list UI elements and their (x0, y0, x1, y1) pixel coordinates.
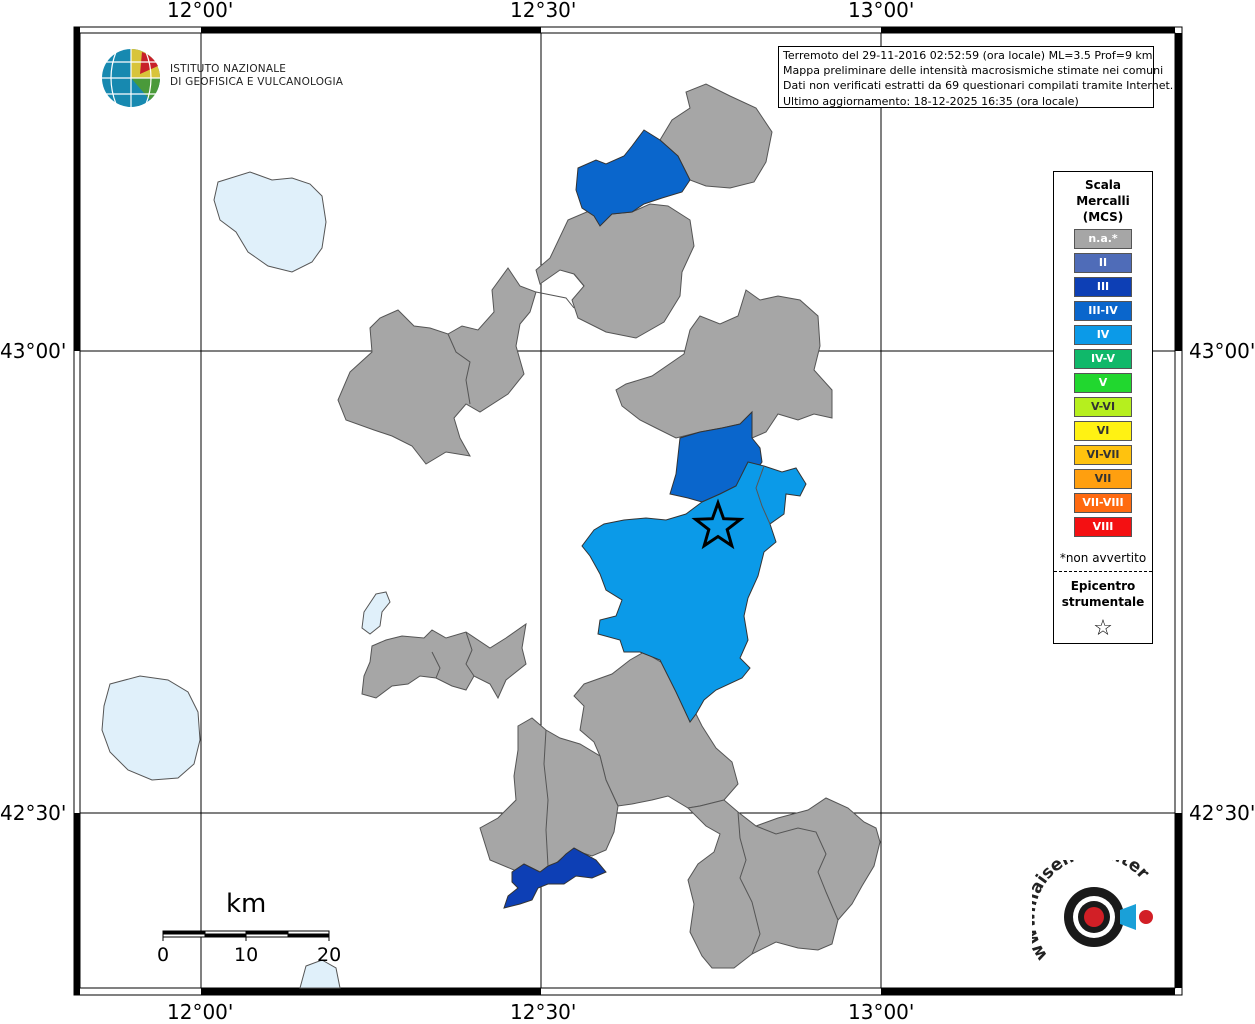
lon-label-bottom-3: 13°00' (848, 1000, 915, 1024)
legend-title: Scala Mercalli (MCS) (1054, 177, 1152, 225)
legend-epicenter-line-2: strumentale (1061, 595, 1145, 609)
ingv-logo-text: ISTITUTO NAZIONALE DI GEOFISICA E VULCAN… (170, 63, 343, 89)
lon-label-bottom-1: 12°00' (167, 1000, 234, 1024)
comune-intensity-iv (581, 461, 807, 723)
event-info-box: Terremoto del 29-11-2016 02:52:59 (ora l… (778, 46, 1174, 108)
legend-epicenter-line-1: Epicentro (1070, 579, 1136, 593)
ingv-logo-icon (102, 49, 161, 107)
legend-item: III (1074, 277, 1132, 297)
comune-na-southwest (361, 622, 527, 700)
lakes (101, 171, 391, 989)
lat-label-right-2: 42°30' (1189, 801, 1255, 825)
legend-divider (1054, 571, 1152, 572)
frame-ticks (74, 27, 1182, 995)
legend-item: VII (1074, 469, 1132, 489)
lake-trasimeno (213, 171, 327, 273)
legend-item: IV-V (1074, 349, 1132, 369)
scale-bar (162, 930, 330, 941)
lon-label-top-1: 12°00' (167, 0, 234, 22)
lake-bolsena (101, 675, 201, 781)
lon-label-bottom-2: 12°30' (510, 1000, 577, 1024)
ingv-line-1: ISTITUTO NAZIONALE (170, 63, 287, 75)
lon-label-top-3: 13°00' (848, 0, 915, 22)
legend-title-line-1: Scala (1084, 178, 1122, 192)
comune-na-north (659, 83, 773, 189)
info-line-event: Terremoto del 29-11-2016 02:52:59 (ora l… (783, 49, 1153, 62)
lon-label-top-2: 12°30' (510, 0, 577, 22)
legend-item: V (1074, 373, 1132, 393)
legend-item: II (1074, 253, 1132, 273)
legend-item: V-VI (1074, 397, 1132, 417)
legend-item: n.a.* (1074, 229, 1132, 249)
legend-title-line-3: (MCS) (1082, 210, 1124, 224)
legend-title-line-2: Mercalli (1076, 194, 1130, 208)
info-line-updated: Ultimo aggiornamento: 18-12-2025 16:35 (… (783, 94, 1079, 108)
municipalities-intensity (503, 129, 807, 909)
legend-item: VII-VIII (1074, 493, 1132, 513)
scale-tick-20: 20 (317, 944, 342, 966)
legend-note: *non avvertito (1059, 551, 1147, 565)
epicenter-star-icon (691, 498, 745, 550)
legend-item: III-IV (1074, 301, 1132, 321)
info-line-data: Dati non verificati estratti da 69 quest… (783, 79, 1174, 93)
legend-item: VI-VII (1074, 445, 1132, 465)
inner-boundaries (431, 273, 839, 955)
legend-epicenter-label: Epicentro strumentale (1054, 578, 1152, 610)
info-line-map: Mappa preliminare delle intensità macros… (783, 64, 1164, 78)
legend-item: IV (1074, 325, 1132, 345)
municipalities-na (337, 83, 881, 969)
lat-label-right-1: 43°00' (1189, 339, 1255, 363)
comune-na-east (615, 289, 833, 439)
comune-na-north-2 (535, 203, 695, 339)
comune-intensity-iii (503, 847, 607, 909)
legend-star-icon: ☆ (1093, 616, 1113, 641)
legend-item: VI (1074, 421, 1132, 441)
comune-na-west (337, 267, 537, 465)
intensity-legend: Scala Mercalli (MCS) n.a.* II III III-IV IV I… (1053, 171, 1153, 644)
ingv-line-2: DI GEOFISICA E VULCANOLOGIA (170, 76, 344, 88)
comune-intensity-iii-iv-north (575, 129, 691, 227)
scale-unit: km (226, 889, 267, 919)
scale-tick-10: 10 (234, 944, 259, 966)
legend-item: VIII (1074, 517, 1132, 537)
lat-label-left-1: 43°00' (0, 339, 67, 363)
lake-small-1 (361, 591, 391, 635)
lat-label-left-2: 42°30' (0, 801, 67, 825)
lake-small-2 (299, 959, 341, 989)
comune-na-southeast (686, 797, 881, 969)
legend-items: n.a.* II III III-IV IV IV-V V V-VI VI VI-VII VII VI… (1054, 229, 1152, 537)
haisentito-logo-icon: www.haisentitoilterremoto.it (1032, 860, 1153, 964)
scale-tick-0: 0 (157, 944, 170, 966)
